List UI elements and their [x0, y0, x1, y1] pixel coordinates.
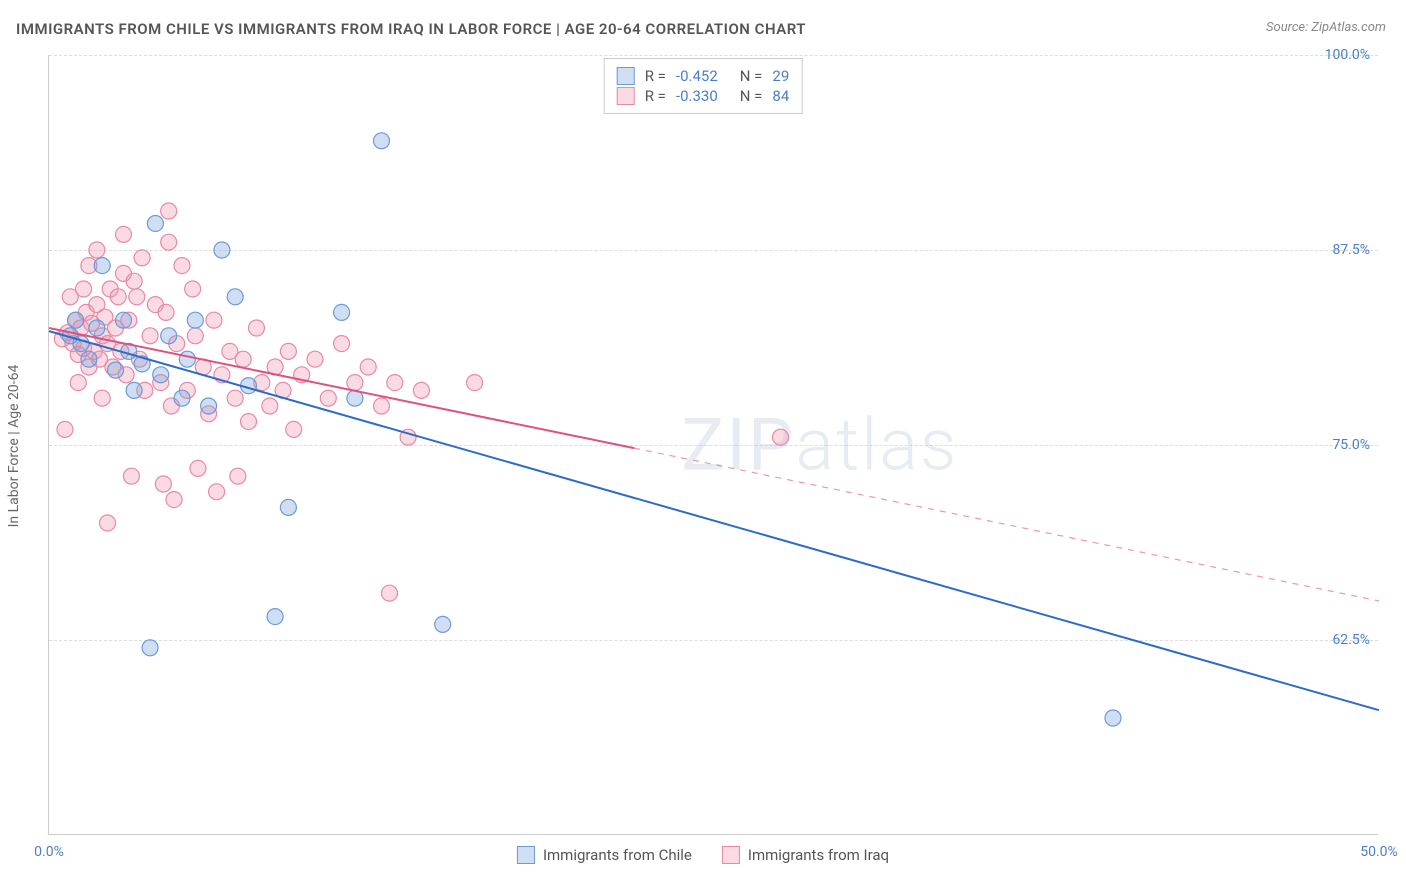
scatter-point-chile	[179, 351, 195, 367]
scatter-point-iraq	[187, 328, 203, 344]
scatter-point-iraq	[134, 250, 150, 266]
swatch-chile	[617, 67, 635, 85]
scatter-point-iraq	[115, 226, 131, 242]
scatter-point-iraq	[161, 203, 177, 219]
scatter-point-chile	[115, 312, 131, 328]
scatter-point-chile	[201, 398, 217, 414]
scatter-point-chile	[108, 362, 124, 378]
scatter-point-iraq	[286, 421, 302, 437]
x-tick-label: 50.0%	[1360, 844, 1398, 860]
chart-title: IMMIGRANTS FROM CHILE VS IMMIGRANTS FROM…	[16, 20, 806, 38]
scatter-point-iraq	[280, 343, 296, 359]
scatter-point-chile	[267, 609, 283, 625]
scatter-point-iraq	[142, 328, 158, 344]
scatter-point-iraq	[320, 390, 336, 406]
scatter-point-chile	[126, 382, 142, 398]
legend-label: Immigrants from Chile	[543, 846, 692, 864]
legend-n-label: N =	[740, 67, 763, 85]
scatter-point-iraq	[381, 585, 397, 601]
chart-container: IMMIGRANTS FROM CHILE VS IMMIGRANTS FROM…	[0, 0, 1406, 892]
legend-row-iraq: R = -0.330 N = 84	[617, 87, 790, 105]
legend-r-label: R =	[645, 67, 666, 85]
scatter-point-iraq	[70, 375, 86, 391]
scatter-point-iraq	[62, 289, 78, 305]
scatter-point-iraq	[387, 375, 403, 391]
scatter-point-chile	[147, 215, 163, 231]
scatter-point-iraq	[123, 468, 139, 484]
source-attribution: Source: ZipAtlas.com	[1266, 20, 1386, 35]
plot-svg	[49, 55, 1378, 834]
scatter-point-chile	[153, 367, 169, 383]
legend-r-label: R =	[645, 87, 666, 105]
scatter-point-iraq	[773, 429, 789, 445]
regression-line-chile	[49, 331, 1379, 710]
scatter-point-chile	[89, 320, 105, 336]
scatter-point-iraq	[161, 234, 177, 250]
regression-line-iraq-dashed	[634, 448, 1379, 601]
scatter-point-iraq	[126, 273, 142, 289]
legend-label: Immigrants from Iraq	[748, 846, 889, 864]
scatter-point-chile	[227, 289, 243, 305]
scatter-point-chile	[374, 133, 390, 149]
scatter-point-iraq	[166, 492, 182, 508]
legend-row-chile: R = -0.452 N = 29	[617, 67, 790, 85]
legend-item-chile: Immigrants from Chile	[517, 846, 692, 864]
x-tick-label: 0.0%	[34, 844, 64, 860]
scatter-point-chile	[81, 351, 97, 367]
plot-area: ZIPatlas 62.5%75.0%87.5%100.0%0.0%50.0%	[48, 55, 1378, 835]
scatter-point-iraq	[467, 375, 483, 391]
scatter-point-chile	[187, 312, 203, 328]
scatter-point-iraq	[209, 484, 225, 500]
legend-n-value: 84	[772, 87, 789, 105]
scatter-point-iraq	[155, 476, 171, 492]
scatter-point-iraq	[360, 359, 376, 375]
scatter-point-iraq	[190, 460, 206, 476]
legend-n-label: N =	[740, 87, 763, 105]
swatch-chile	[517, 846, 535, 864]
legend-n-value: 29	[772, 67, 789, 85]
legend-r-value: -0.452	[676, 67, 718, 85]
scatter-point-iraq	[89, 242, 105, 258]
scatter-point-iraq	[110, 289, 126, 305]
scatter-point-chile	[280, 499, 296, 515]
scatter-point-iraq	[100, 515, 116, 531]
scatter-point-iraq	[307, 351, 323, 367]
scatter-point-iraq	[241, 414, 257, 430]
scatter-point-iraq	[158, 304, 174, 320]
legend-item-iraq: Immigrants from Iraq	[722, 846, 889, 864]
swatch-iraq	[617, 87, 635, 105]
scatter-point-iraq	[230, 468, 246, 484]
scatter-point-chile	[68, 312, 84, 328]
series-legend: Immigrants from Chile Immigrants from Ira…	[517, 846, 889, 864]
scatter-point-chile	[174, 390, 190, 406]
scatter-point-iraq	[206, 312, 222, 328]
scatter-point-iraq	[57, 421, 73, 437]
scatter-point-iraq	[235, 351, 251, 367]
scatter-point-chile	[214, 242, 230, 258]
scatter-point-iraq	[227, 390, 243, 406]
legend-r-value: -0.330	[676, 87, 718, 105]
y-axis-title: In Labor Force | Age 20-64	[6, 365, 22, 528]
scatter-point-iraq	[334, 336, 350, 352]
scatter-point-iraq	[185, 281, 201, 297]
scatter-point-chile	[94, 258, 110, 274]
scatter-point-iraq	[248, 320, 264, 336]
scatter-point-chile	[1105, 710, 1121, 726]
scatter-point-chile	[435, 616, 451, 632]
scatter-point-iraq	[129, 289, 145, 305]
scatter-point-chile	[142, 640, 158, 656]
scatter-point-iraq	[413, 382, 429, 398]
scatter-point-iraq	[94, 390, 110, 406]
scatter-point-iraq	[347, 375, 363, 391]
scatter-point-iraq	[374, 398, 390, 414]
scatter-point-chile	[334, 304, 350, 320]
correlation-legend: R = -0.452 N = 29 R = -0.330 N = 84	[604, 58, 803, 114]
scatter-point-iraq	[262, 398, 278, 414]
swatch-iraq	[722, 846, 740, 864]
scatter-point-iraq	[174, 258, 190, 274]
scatter-point-chile	[161, 328, 177, 344]
